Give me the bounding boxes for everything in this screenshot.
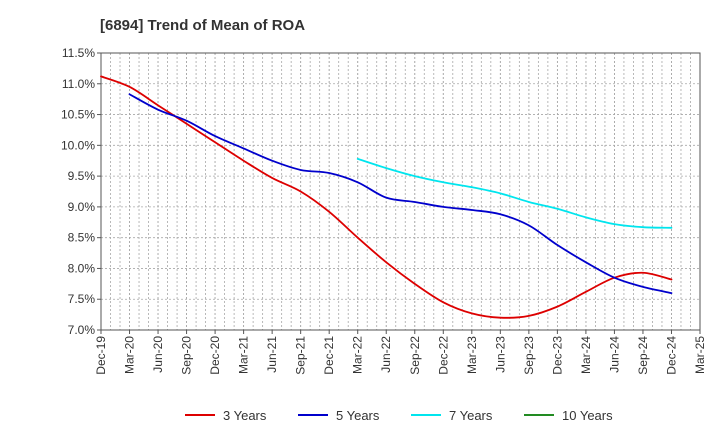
x-tick-label: Sep-22 [408, 336, 422, 375]
chart-title: [6894] Trend of Mean of ROA [100, 17, 305, 34]
legend-label-5-years: 5 Years [336, 408, 380, 423]
x-tick-label: Dec-19 [94, 336, 108, 375]
series-layer [100, 75, 673, 319]
x-tick-label: Mar-20 [123, 336, 137, 374]
legend-label-3-years: 3 Years [223, 408, 267, 423]
grid-layer [101, 53, 700, 330]
plot-frame [100, 52, 701, 331]
x-tick-label: Dec-20 [208, 336, 222, 375]
x-tick-label: Jun-24 [607, 336, 621, 373]
x-tick-label: Dec-21 [322, 336, 336, 375]
y-tick-label: 9.5% [68, 169, 96, 183]
axes-layer: 7.0% 7.5% 8.0% 8.5% 9.0% 9.5% 10.0% 10.5% 11.0% 1… [61, 46, 707, 375]
x-tick-label: Sep-21 [294, 336, 308, 375]
plot-area [101, 53, 700, 330]
legend-label-7-years: 7 Years [449, 408, 493, 423]
x-tick-label: Dec-24 [664, 336, 678, 375]
x-tick-label: Sep-20 [180, 336, 194, 375]
series-line-5-years [128, 93, 673, 294]
y-tick-label: 8.5% [68, 231, 96, 245]
legend-label-10-years: 10 Years [562, 408, 613, 423]
x-tick-label: Dec-23 [550, 336, 564, 375]
y-tick-label: 10.0% [61, 138, 95, 152]
y-tick-label: 11.5% [62, 46, 95, 60]
x-tick-label: Jun-20 [151, 336, 165, 373]
x-tick-label: Sep-24 [636, 336, 650, 375]
y-tick-label: 9.0% [68, 200, 96, 214]
y-tick-label: 7.5% [68, 292, 96, 306]
x-tick-label: Jun-21 [265, 336, 279, 373]
y-tick-label: 7.0% [68, 323, 96, 337]
x-tick-label: Mar-23 [465, 336, 479, 374]
series-line-7-years [356, 157, 673, 229]
x-tick-label: Mar-22 [351, 336, 365, 374]
x-tick-label: Mar-21 [237, 336, 251, 374]
x-tick-label: Sep-23 [522, 336, 536, 375]
y-tick-label: 11.0% [62, 77, 95, 91]
series-line-3-years [100, 75, 673, 319]
x-tick-label: Jun-23 [493, 336, 507, 373]
legend: 3 Years 5 Years 7 Years 10 Years [185, 408, 613, 423]
x-tick-label: Jun-22 [379, 336, 393, 373]
y-tick-label: 10.5% [61, 108, 95, 122]
y-tick-label: 8.0% [68, 261, 96, 275]
x-tick-label: Mar-25 [693, 336, 707, 374]
x-tick-label: Mar-24 [579, 336, 593, 374]
x-tick-label: Dec-22 [436, 336, 450, 375]
